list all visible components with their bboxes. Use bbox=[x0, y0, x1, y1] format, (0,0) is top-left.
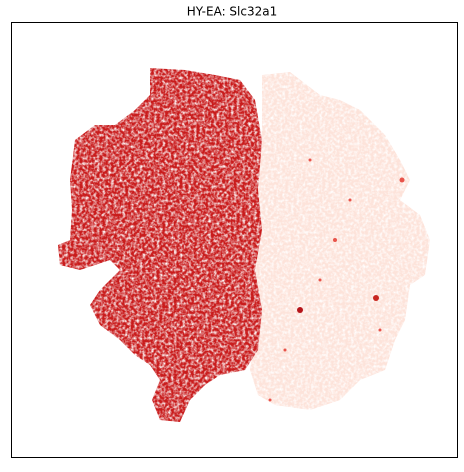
point-cloud bbox=[58, 68, 430, 422]
speckle bbox=[297, 307, 303, 313]
speckle bbox=[268, 398, 272, 402]
speckle bbox=[348, 198, 352, 202]
speckle bbox=[283, 348, 287, 352]
high-expression-region bbox=[58, 68, 262, 422]
speckle bbox=[333, 238, 337, 242]
speckle bbox=[318, 278, 322, 282]
chart-title: HY-EA: Slc32a1 bbox=[187, 5, 278, 19]
speckle bbox=[373, 295, 379, 301]
speckle bbox=[308, 158, 312, 162]
low-expression-region bbox=[250, 72, 430, 410]
speckles bbox=[268, 158, 405, 402]
speckle bbox=[378, 328, 382, 332]
plot-frame bbox=[11, 22, 458, 458]
speckle bbox=[399, 177, 405, 183]
